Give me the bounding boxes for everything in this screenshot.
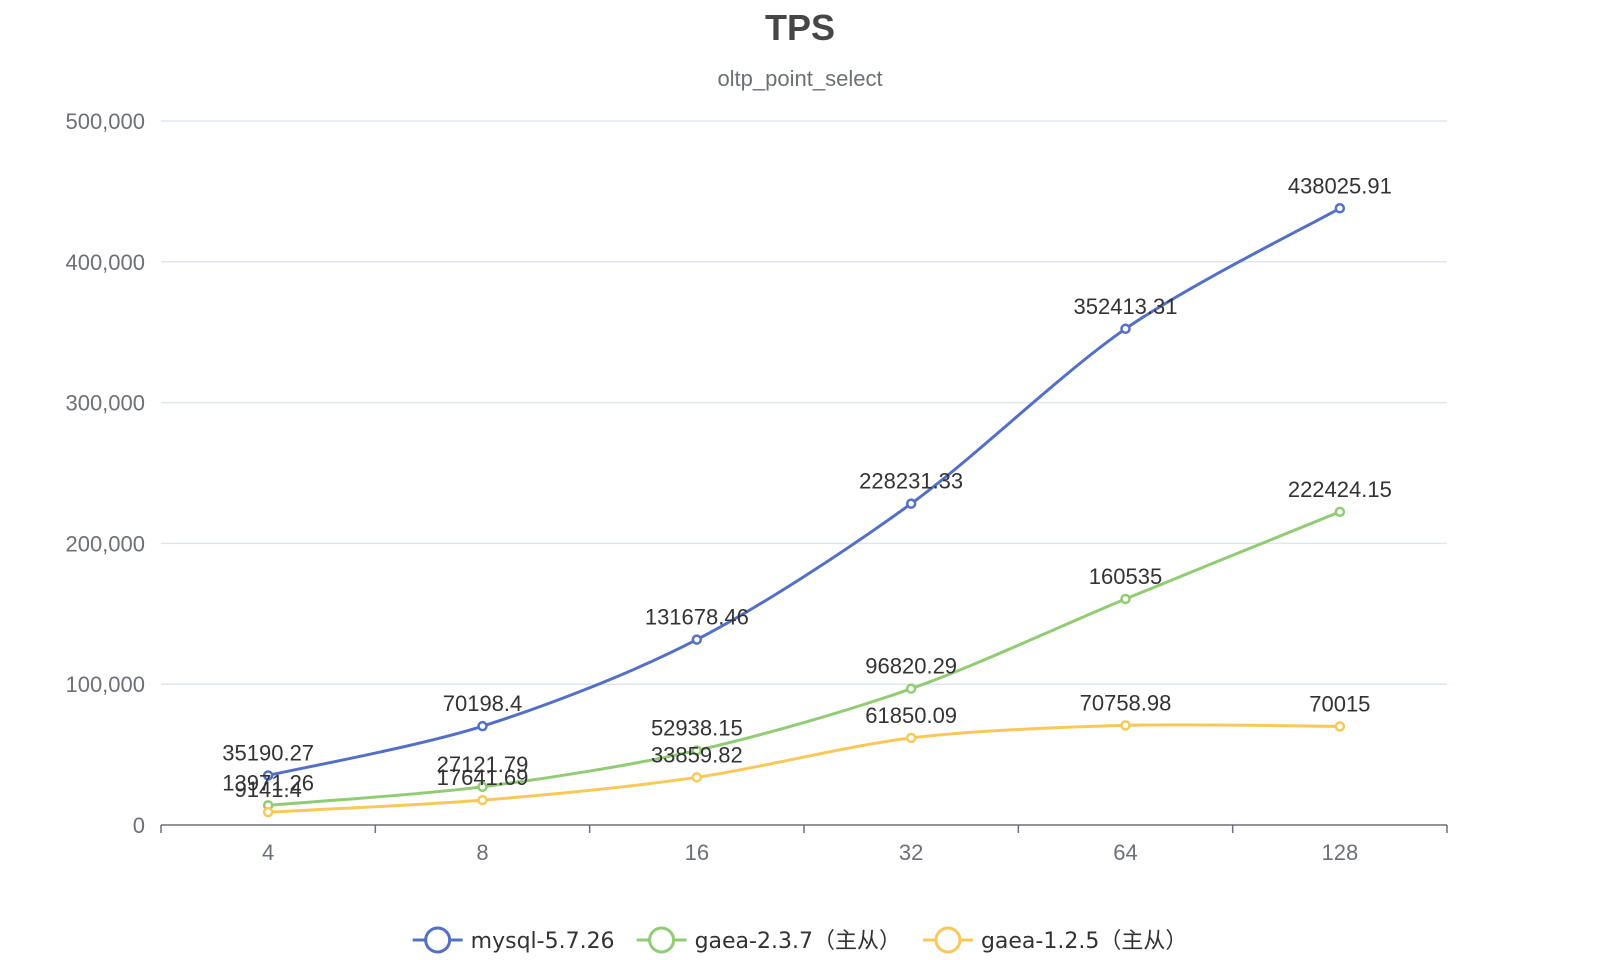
data-label: 13971.26 (222, 770, 314, 795)
series-0 (262, 203, 1346, 781)
data-label: 438025.91 (1288, 173, 1392, 198)
legend-marker (934, 926, 962, 954)
legend-item[interactable]: gaea-2.3.7（主从） (636, 926, 901, 954)
x-tick-label: 32 (899, 840, 923, 865)
y-tick-label: 100,000 (65, 672, 145, 697)
data-label: 17641.69 (437, 765, 529, 790)
data-label: 27121.79 (437, 752, 529, 777)
data-label: 70758.98 (1080, 690, 1172, 715)
data-label: 131678.46 (645, 605, 749, 630)
y-axis-tick-labels: 0 100,000 200,000 300,000 400,000 500,000 (65, 109, 145, 838)
series-lines (262, 203, 1346, 818)
data-point[interactable] (1120, 323, 1131, 335)
data-label: 52938.15 (651, 715, 743, 740)
chart-subtitle: oltp_point_select (717, 66, 882, 91)
y-tick-label: 400,000 (65, 250, 145, 275)
data-label: 70198.4 (443, 691, 523, 716)
data-label: 352413.31 (1074, 294, 1178, 319)
legend-label: mysql-5.7.26 (471, 929, 615, 954)
series-line (268, 510, 1341, 807)
data-label: 33859.82 (651, 742, 743, 767)
data-label: 61850.09 (865, 703, 957, 728)
data-label: 222424.15 (1288, 477, 1392, 502)
data-point[interactable] (905, 683, 917, 694)
series-2 (262, 720, 1346, 818)
x-axis (160, 824, 1448, 833)
legend-label: gaea-1.2.5（主从） (981, 929, 1187, 954)
x-tick-label: 4 (262, 840, 274, 865)
legend-item[interactable]: gaea-1.2.5（主从） (922, 926, 1187, 954)
data-label: 96820.29 (865, 654, 957, 679)
x-axis-tick-labels: 4 8 16 32 64 128 (262, 840, 1358, 865)
data-label: 228231.33 (859, 469, 963, 494)
data-point[interactable] (1334, 721, 1346, 732)
grid-lines (161, 120, 1447, 685)
chart-title: TPS (765, 7, 835, 48)
legend-label: gaea-2.3.7（主从） (695, 929, 901, 954)
y-tick-label: 500,000 (65, 109, 145, 134)
data-label: 35190.27 (222, 740, 314, 765)
data-labels: 35190.27 70198.4 131678.46 228231.33 352413.… (222, 173, 1392, 802)
data-point[interactable] (1334, 506, 1346, 518)
series-line (267, 206, 1341, 777)
data-point[interactable] (477, 794, 488, 806)
data-point[interactable] (1120, 593, 1131, 605)
data-label: 70015 (1309, 691, 1370, 716)
data-point[interactable] (1334, 203, 1346, 214)
legend-marker (424, 926, 452, 954)
x-tick-label: 128 (1321, 840, 1358, 865)
legend[interactable]: mysql-5.7.26 gaea-2.3.7（主从） gaea-1.2.5（主从） (412, 926, 1188, 954)
data-point[interactable] (905, 498, 917, 509)
data-label: 160535 (1089, 564, 1162, 589)
data-point[interactable] (1120, 720, 1131, 731)
data-point[interactable] (905, 732, 917, 744)
legend-marker (648, 926, 676, 954)
data-point[interactable] (262, 806, 274, 818)
y-tick-label: 300,000 (65, 391, 145, 416)
series-line (268, 723, 1340, 814)
data-point[interactable] (477, 720, 488, 732)
x-tick-label: 16 (685, 840, 709, 865)
data-point[interactable] (691, 634, 703, 645)
x-tick-label: 64 (1113, 840, 1137, 865)
data-point[interactable] (691, 772, 703, 783)
data-point[interactable] (477, 781, 488, 793)
y-tick-label: 0 (133, 813, 145, 838)
x-tick-label: 8 (476, 840, 488, 865)
data-label: 9141.4 (235, 777, 302, 802)
legend-item[interactable]: mysql-5.7.26 (412, 926, 615, 954)
y-tick-label: 200,000 (65, 531, 145, 556)
data-point[interactable] (262, 770, 274, 781)
data-point[interactable] (691, 745, 703, 756)
series-1 (262, 506, 1346, 811)
